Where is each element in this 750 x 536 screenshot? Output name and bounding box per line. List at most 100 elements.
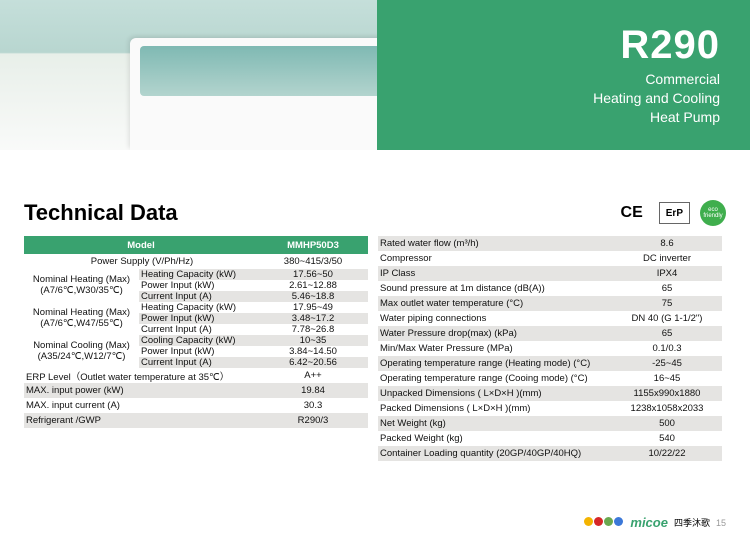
group-label: Nominal Cooling (Max)(A35/24℃,W12/7℃) (24, 335, 139, 368)
left-table: Model MMHP50D3 Power Supply (V/Ph/Hz) 38… (24, 236, 368, 461)
row-value: 75 (612, 298, 722, 309)
table-row: Heating Capacity (kW)17.95~49 (139, 302, 368, 313)
row-label: MAX. input power (kW) (24, 383, 258, 398)
row-label: MAX. input current (A) (24, 398, 258, 413)
table-row: Packed Weight (kg)540 (378, 431, 722, 446)
row-value: IPX4 (612, 268, 722, 279)
group-rows: Heating Capacity (kW)17.56~50Power Input… (139, 269, 368, 302)
row-label: Current Input (A) (139, 324, 258, 335)
table-row: Current Input (A)5.46~18.8 (139, 291, 368, 302)
hero-subtitle: Commercial Heating and Cooling Heat Pump (593, 70, 720, 127)
table-row: MAX. input power (kW)19.84 (24, 383, 368, 398)
spec-tables: Model MMHP50D3 Power Supply (V/Ph/Hz) 38… (24, 236, 726, 461)
group-rows: Heating Capacity (kW)17.95~49Power Input… (139, 302, 368, 335)
row-label: Sound pressure at 1m distance (dB(A)) (378, 283, 612, 294)
table-row: Water piping connectionsDN 40 (G 1-1/2") (378, 311, 722, 326)
table-row: Current Input (A)7.78~26.8 (139, 324, 368, 335)
row-label: Water piping connections (378, 313, 612, 324)
table-row: Net Weight (kg)500 (378, 416, 722, 431)
bathtub-illustration (130, 38, 377, 150)
row-value: 30.3 (258, 398, 368, 413)
hero-info-panel: R290 Commercial Heating and Cooling Heat… (377, 0, 750, 150)
row-label: Cooling Capacity (kW) (139, 335, 258, 346)
row-value: DC inverter (612, 253, 722, 264)
row-value: 1238x1058x2033 (612, 403, 722, 414)
table-row: Sound pressure at 1m distance (dB(A))65 (378, 281, 722, 296)
logo-dot-icon (604, 517, 613, 526)
title-row: Technical Data CE ErP eco friendly (24, 200, 726, 226)
row-label: Refrigerant /GWP (24, 413, 258, 428)
row-value: 1155x990x1880 (612, 388, 722, 399)
row-label: Net Weight (kg) (378, 418, 612, 429)
table-row: Power Input (kW)2.61~12.88 (139, 280, 368, 291)
hero-title: R290 (620, 23, 720, 68)
row-label: Power Input (kW) (139, 280, 258, 291)
row-value: 2.61~12.88 (258, 280, 368, 291)
page-number: 15 (716, 518, 726, 528)
row-label: Power Input (kW) (139, 313, 258, 324)
eco-badge: eco friendly (700, 200, 726, 226)
table-row: Max outlet water temperature (°C)75 (378, 296, 722, 311)
row-value: DN 40 (G 1-1/2") (612, 313, 722, 324)
brand-name: micoe (630, 515, 668, 530)
certification-badges: CE ErP eco friendly (615, 200, 726, 226)
row-label: Operating temperature range (Heating mod… (378, 358, 612, 369)
row-label: Packed Dimensions ( L×D×H )(mm) (378, 403, 612, 414)
row-label: IP Class (378, 268, 612, 279)
group-label: Nominal Heating (Max)(A7/6℃,W47/55℃) (24, 302, 139, 335)
row-value: 10~35 (258, 335, 368, 346)
table-row: CompressorDC inverter (378, 251, 722, 266)
table-row: Unpacked Dimensions ( L×D×H )(mm)1155x99… (378, 386, 722, 401)
row-label: Compressor (378, 253, 612, 264)
row-value: 65 (612, 283, 722, 294)
content-area: Technical Data CE ErP eco friendly Model… (24, 200, 726, 461)
row-label: Operating temperature range (Cooing mode… (378, 373, 612, 384)
row-value: 6.42~20.56 (258, 357, 368, 368)
table-row: Operating temperature range (Heating mod… (378, 356, 722, 371)
hero-photo (0, 0, 377, 150)
row-value: 17.56~50 (258, 269, 368, 280)
row-label: Max outlet water temperature (°C) (378, 298, 612, 309)
row-label: Power Supply (V/Ph/Hz) (24, 254, 258, 269)
row-value: 5.46~18.8 (258, 291, 368, 302)
group-label: Nominal Heating (Max)(A7/6℃,W30/35℃) (24, 269, 139, 302)
row-value: 7.78~26.8 (258, 324, 368, 335)
table-row: Operating temperature range (Cooing mode… (378, 371, 722, 386)
table-row: Power Input (kW)3.48~17.2 (139, 313, 368, 324)
page-footer: micoe 四季沐歌 15 (584, 515, 726, 530)
row-value: 500 (612, 418, 722, 429)
row-label: Unpacked Dimensions ( L×D×H )(mm) (378, 388, 612, 399)
table-row: Cooling Capacity (kW)10~35 (139, 335, 368, 346)
right-table: Rated water flow (m³/h)8.6CompressorDC i… (378, 236, 722, 461)
header-model-value: MMHP50D3 (258, 240, 368, 251)
row-label: Heating Capacity (kW) (139, 269, 258, 280)
brand-sub: 四季沐歌 (674, 516, 710, 529)
spec-group: Nominal Cooling (Max)(A35/24℃,W12/7℃)Coo… (24, 335, 368, 368)
row-value: R290/3 (258, 413, 368, 428)
table-row: Power Input (kW)3.84~14.50 (139, 346, 368, 357)
bathtub-water (140, 46, 377, 96)
row-label: Current Input (A) (139, 291, 258, 302)
table-row: Rated water flow (m³/h)8.6 (378, 236, 722, 251)
row-value: 0.1/0.3 (612, 343, 722, 354)
row-label: Min/Max Water Pressure (MPa) (378, 343, 612, 354)
row-value: 10/22/22 (612, 448, 722, 459)
row-value: 3.48~17.2 (258, 313, 368, 324)
table-row: Min/Max Water Pressure (MPa)0.1/0.3 (378, 341, 722, 356)
row-label: Rated water flow (m³/h) (378, 238, 612, 249)
hero-banner: R290 Commercial Heating and Cooling Heat… (0, 0, 750, 150)
table-row: MAX. input current (A)30.3 (24, 398, 368, 413)
row-label: Current Input (A) (139, 357, 258, 368)
row-value: 8.6 (612, 238, 722, 249)
table-row: Heating Capacity (kW)17.56~50 (139, 269, 368, 280)
table-row: Refrigerant /GWPR290/3 (24, 413, 368, 428)
row-label: Packed Weight (kg) (378, 433, 612, 444)
row-value: 19.84 (258, 383, 368, 398)
hero-sub-line: Heat Pump (593, 108, 720, 127)
row-label: ERP Level（Outlet water temperature at 35… (24, 368, 258, 383)
row-value: 16~45 (612, 373, 722, 384)
spec-group: Nominal Heating (Max)(A7/6℃,W30/35℃)Heat… (24, 269, 368, 302)
row-label: Power Input (kW) (139, 346, 258, 357)
table-row: Power Supply (V/Ph/Hz) 380~415/3/50 (24, 254, 368, 269)
row-value: 17.95~49 (258, 302, 368, 313)
